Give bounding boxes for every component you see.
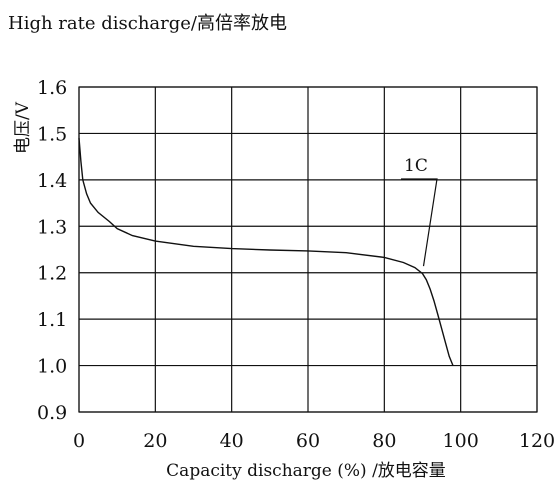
y-tick-label: 1.2: [37, 263, 67, 285]
plot-frame: [78, 86, 538, 413]
y-tick-label: 1.3: [37, 216, 67, 238]
series-line-1c: [78, 138, 454, 366]
annotation-label: 1C: [404, 156, 428, 176]
annotation-leader-line: [401, 178, 438, 267]
y-tick-label: 0.9: [37, 402, 67, 424]
x-tick-label: 80: [372, 430, 396, 452]
y-tick-label: 1.0: [37, 356, 67, 378]
y-tick-label: 1.1: [37, 309, 67, 331]
grid-lines: [78, 86, 538, 413]
x-tick-label: 20: [143, 430, 167, 452]
y-axis-label: 电压/V: [13, 101, 33, 154]
y-tick-label: 1.4: [37, 170, 67, 192]
x-tick-label: 0: [73, 430, 85, 452]
y-tick-label: 1.5: [37, 123, 67, 145]
x-tick-label: 60: [296, 430, 320, 452]
x-tick-label: 100: [443, 430, 479, 452]
x-axis-label: Capacity discharge (%) /放电容量: [166, 461, 446, 481]
y-tick-labels: 0.9 1.0 1.1 1.2 1.3 1.4 1.5 1.6: [37, 77, 67, 424]
x-tick-label: 120: [519, 430, 555, 452]
x-tick-label: 40: [220, 430, 244, 452]
y-tick-label: 1.6: [37, 77, 67, 99]
annotation-1c: 1C: [401, 156, 438, 267]
chart-title: High rate discharge/高倍率放电: [8, 13, 287, 34]
x-tick-labels: 0 20 40 60 80 100 120: [73, 430, 555, 452]
